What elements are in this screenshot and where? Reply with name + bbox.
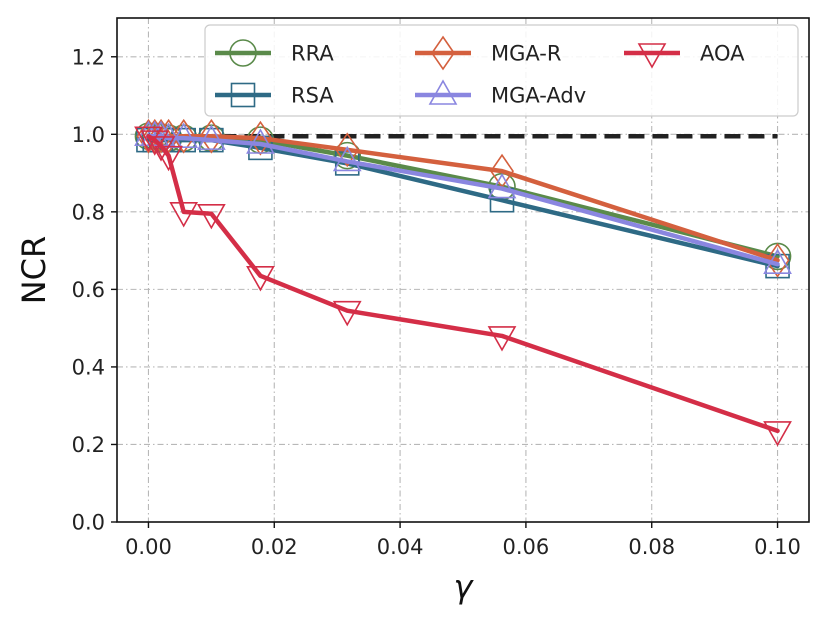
y-axis-title: NCR bbox=[15, 236, 53, 305]
data-point-aoa bbox=[332, 300, 362, 327]
data-point-mga-adv bbox=[196, 124, 226, 150]
x-tick-label: 0.04 bbox=[377, 535, 424, 559]
x-axis-title: γ bbox=[454, 568, 475, 606]
legend-marker-mga-adv bbox=[428, 79, 458, 105]
legend-label-rra: RRA bbox=[291, 42, 334, 66]
legend-label-rsa: RSA bbox=[291, 84, 334, 108]
legend-box bbox=[204, 24, 799, 117]
data-point-mga-adv bbox=[763, 248, 792, 274]
data-point-aoa bbox=[169, 202, 199, 228]
legend-label-aoa: AOA bbox=[700, 42, 745, 66]
data-point-mga-r bbox=[335, 132, 360, 168]
y-tick-label: 0.8 bbox=[72, 200, 105, 224]
series-line-aoa bbox=[146, 134, 780, 434]
data-point-rra bbox=[333, 141, 362, 170]
data-point-mga-adv bbox=[246, 128, 275, 154]
data-point-aoa bbox=[146, 136, 176, 162]
data-point-aoa bbox=[134, 126, 163, 152]
y-tick-label: 1.0 bbox=[72, 123, 105, 147]
data-point-mga-r bbox=[765, 242, 790, 278]
data-point-mga-adv bbox=[487, 172, 517, 199]
data-point-mga-r bbox=[248, 120, 273, 156]
y-tick-label: 0.0 bbox=[72, 511, 105, 535]
data-point-mga-r bbox=[199, 118, 224, 154]
data-point-mga-adv bbox=[169, 122, 199, 148]
y-tick-label: 0.6 bbox=[72, 278, 105, 302]
x-tick-label: 0.02 bbox=[251, 535, 298, 559]
legend-marker-rra bbox=[229, 39, 257, 67]
y-tick-label: 1.2 bbox=[72, 45, 105, 69]
ticks-group: 0.00 0.02 0.04 0.06 0.08 0.10 0.0 0.2 0.4 0.6 0.8 1… bbox=[72, 45, 801, 559]
data-point-aoa bbox=[196, 203, 226, 230]
x-tick-label: 0.08 bbox=[628, 535, 675, 559]
data-point-mga-adv bbox=[332, 145, 362, 172]
x-tick-label: 0.00 bbox=[125, 535, 172, 559]
plot-frame bbox=[116, 17, 810, 523]
y-tick-label: 0.2 bbox=[72, 433, 105, 457]
y-tick-label: 0.4 bbox=[72, 355, 105, 379]
data-point-aoa bbox=[140, 130, 170, 156]
legend: RRA RSA MGA-R MGA-Adv AOA bbox=[204, 24, 799, 117]
legend-label-mga-adv: MGA-Adv bbox=[491, 84, 586, 108]
data-point-aoa bbox=[763, 421, 792, 447]
data-point-mga-r bbox=[171, 118, 196, 154]
legend-marker-rsa bbox=[230, 82, 256, 108]
series-group bbox=[134, 118, 792, 447]
data-point-aoa bbox=[246, 266, 275, 292]
legend-marker-mga-r bbox=[431, 35, 455, 71]
legend-label-mga-r: MGA-R bbox=[491, 42, 561, 66]
data-point-aoa bbox=[487, 326, 517, 352]
x-tick-label: 0.10 bbox=[754, 535, 801, 559]
data-point-aoa bbox=[154, 145, 183, 172]
legend-marker-aoa bbox=[637, 43, 667, 69]
x-tick-label: 0.06 bbox=[503, 535, 550, 559]
